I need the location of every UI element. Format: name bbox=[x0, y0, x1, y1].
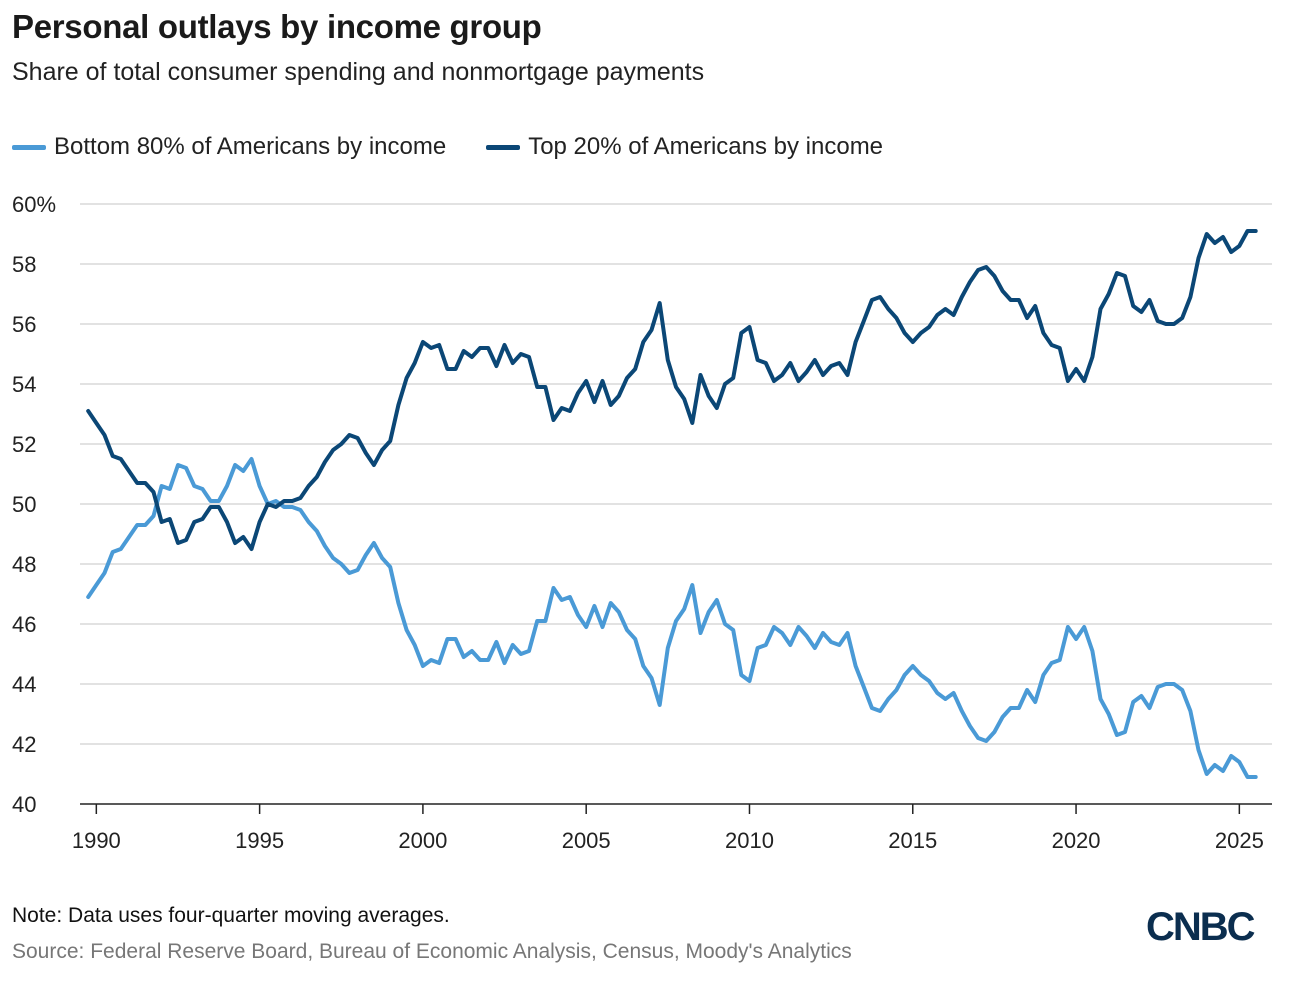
x-tick-label: 2025 bbox=[1215, 828, 1264, 853]
x-tick-label: 2010 bbox=[725, 828, 774, 853]
y-axis: 40 42 44 46 48 50 52 54 56 58 60% bbox=[12, 192, 56, 817]
chart-subtitle: Share of total consumer spending and non… bbox=[12, 58, 705, 86]
x-tick-label: 1990 bbox=[72, 828, 121, 853]
y-tick-label: 58 bbox=[12, 252, 36, 277]
x-tick-label: 2015 bbox=[888, 828, 937, 853]
y-tick-label: 50 bbox=[12, 492, 36, 517]
x-tick-label: 1995 bbox=[235, 828, 284, 853]
chart-title: Personal outlays by income group bbox=[12, 8, 542, 45]
y-tick-label: 44 bbox=[12, 672, 36, 697]
y-tick-label: 46 bbox=[12, 612, 36, 637]
legend-item-bottom80: Bottom 80% of Americans by income bbox=[12, 133, 446, 161]
series-line-top20 bbox=[86, 229, 1258, 551]
gridlines bbox=[80, 203, 1272, 745]
y-tick-label: 40 bbox=[12, 792, 36, 817]
legend-item-top20: Top 20% of Americans by income bbox=[486, 133, 883, 161]
note: Note: Data uses four-quarter moving aver… bbox=[12, 904, 450, 927]
series-line-bottom80 bbox=[86, 457, 1258, 779]
x-tick-label: 2000 bbox=[398, 828, 447, 853]
x-tick-label: 2005 bbox=[562, 828, 611, 853]
x-axis: 1990 1995 2000 2005 2010 2015 2020 2025 bbox=[72, 803, 1272, 853]
y-tick-label: 42 bbox=[12, 732, 36, 757]
x-tick-label: 2020 bbox=[1052, 828, 1101, 853]
legend-swatch-bottom80 bbox=[12, 144, 46, 150]
legend-swatch-top20 bbox=[486, 144, 521, 150]
y-tick-label: 54 bbox=[12, 372, 36, 397]
line-chart: 40 42 44 46 48 50 52 54 56 58 60% 1990 1995 2000 2005… bbox=[12, 192, 1272, 853]
legend: Bottom 80% of Americans by income Top 20… bbox=[12, 133, 923, 161]
source: Source: Federal Reserve Board, Bureau of… bbox=[12, 940, 852, 963]
y-tick-label: 60% bbox=[12, 192, 56, 217]
legend-label-bottom80: Bottom 80% of Americans by income bbox=[54, 133, 447, 160]
y-tick-label: 48 bbox=[12, 552, 36, 577]
legend-label-top20: Top 20% of Americans by income bbox=[528, 133, 884, 160]
y-tick-label: 56 bbox=[12, 312, 36, 337]
series-lines bbox=[86, 229, 1258, 779]
cnbc-logo: CNBC bbox=[1146, 905, 1256, 949]
y-tick-label: 52 bbox=[12, 432, 36, 457]
